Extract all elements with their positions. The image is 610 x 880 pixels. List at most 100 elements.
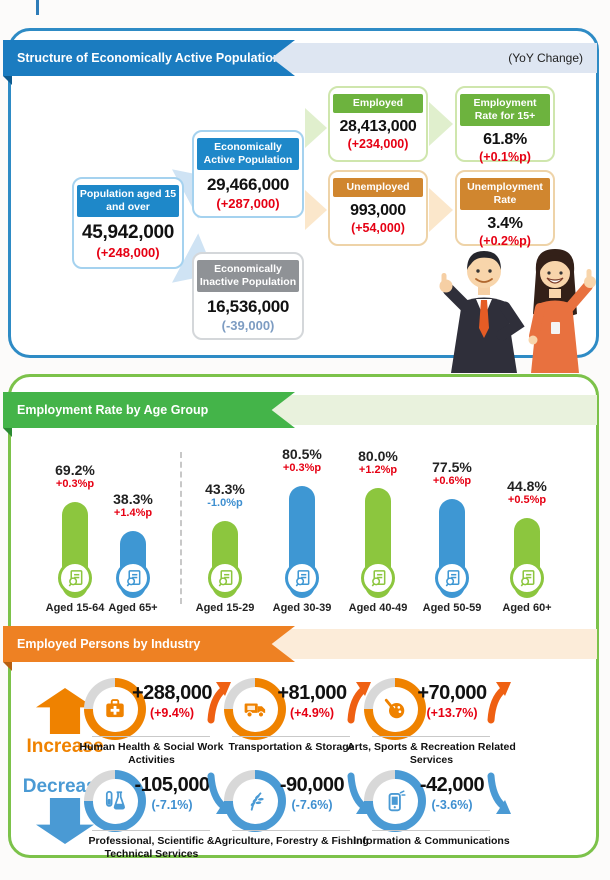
industry-separator bbox=[372, 830, 490, 831]
box-change: (+0.1%p) bbox=[479, 150, 531, 165]
bar-value: 77.5% bbox=[432, 459, 472, 475]
age-header-band bbox=[248, 395, 597, 425]
industry-ring bbox=[84, 678, 146, 740]
industry-ring bbox=[224, 678, 286, 740]
age-title-ribbon: Employment Rate by Age Group bbox=[3, 392, 295, 428]
bar-label: Aged 30-39 bbox=[272, 602, 332, 614]
yoy-change-note: (YoY Change) bbox=[508, 51, 583, 65]
box-unemployment-rate: Unemployment Rate 3.4% (+0.2%p) bbox=[455, 170, 555, 249]
structure-title: Structure of Economically Active Populat… bbox=[17, 51, 281, 65]
art-palette-icon bbox=[372, 686, 418, 732]
industry-pct: (-7.6%) bbox=[291, 798, 333, 812]
box-change: (-39,000) bbox=[221, 318, 275, 334]
wheat-icon bbox=[232, 778, 278, 824]
box-value: 3.4% bbox=[487, 215, 523, 233]
bar-value: 43.3% bbox=[205, 481, 245, 497]
industry-stat: -105,000 (-7.1%) bbox=[124, 774, 220, 812]
box-change: (+54,000) bbox=[351, 221, 405, 236]
box-title: Economically Inactive Population bbox=[197, 260, 299, 293]
box-title: Population aged 15 and over bbox=[77, 185, 179, 218]
box-value: 61.8% bbox=[483, 131, 527, 149]
businesspeople-illustration bbox=[439, 249, 596, 373]
industry-pct: (-3.6%) bbox=[431, 798, 473, 812]
industry-value: -90,000 bbox=[279, 774, 345, 796]
industry-value: -42,000 bbox=[419, 774, 485, 796]
structure-ribbon-fold bbox=[3, 76, 12, 85]
bar-change: +0.6%p bbox=[432, 475, 472, 487]
first-aid-kit-icon bbox=[92, 686, 138, 732]
report-magnifier-icon bbox=[116, 561, 150, 595]
trend-up-arrow-icon bbox=[487, 682, 511, 724]
industry-value: -105,000 bbox=[134, 774, 210, 796]
increase-label: Increase bbox=[26, 736, 104, 757]
box-title: Unemployment Rate bbox=[460, 178, 550, 211]
bar-label: Aged 65+ bbox=[108, 602, 158, 614]
box-employed: Employed 28,413,000 (+234,000) bbox=[328, 86, 428, 162]
report-magnifier-icon bbox=[510, 561, 544, 595]
box-economically-inactive: Economically Inactive Population 16,536,… bbox=[192, 252, 304, 340]
bar-change: +0.3%p bbox=[282, 462, 322, 474]
report-magnifier-icon bbox=[208, 561, 242, 595]
box-change: (+287,000) bbox=[216, 196, 280, 212]
bar-change: +1.4%p bbox=[113, 507, 153, 519]
box-change: (+0.2%p) bbox=[479, 234, 531, 249]
industry-stat: +81,000 (+4.9%) bbox=[264, 682, 360, 720]
box-value: 993,000 bbox=[350, 202, 406, 220]
bar-value: 69.2% bbox=[55, 462, 95, 478]
structure-title-ribbon: Structure of Economically Active Populat… bbox=[3, 40, 295, 76]
box-employment-rate: Employment Rate for 15+ 61.8% (+0.1%p) bbox=[455, 86, 555, 165]
industry-separator bbox=[232, 736, 350, 737]
box-value: 28,413,000 bbox=[339, 118, 417, 136]
truck-icon bbox=[232, 686, 278, 732]
box-value: 16,536,000 bbox=[206, 297, 290, 317]
industry-separator bbox=[232, 830, 350, 831]
industry-value: +81,000 bbox=[277, 682, 347, 704]
industry-pct: (+13.7%) bbox=[426, 706, 478, 720]
box-value: 45,942,000 bbox=[81, 222, 175, 244]
box-title: Economically Active Population bbox=[197, 138, 299, 171]
industry-stat: -42,000 (-3.6%) bbox=[404, 774, 500, 812]
man-thumbs-up bbox=[439, 251, 525, 373]
industry-stat: +288,000 (+9.4%) bbox=[124, 682, 220, 720]
box-title: Employment Rate for 15+ bbox=[460, 94, 550, 127]
industry-pct: (-7.1%) bbox=[151, 798, 193, 812]
industry-ring bbox=[224, 770, 286, 832]
mobile-phone-icon bbox=[372, 778, 418, 824]
bar-change: +0.3%p bbox=[55, 478, 95, 490]
lab-flask-icon bbox=[92, 778, 138, 824]
industry-header-band bbox=[248, 629, 597, 659]
bar-change: -1.0%p bbox=[207, 497, 243, 509]
industry-pct: (+9.4%) bbox=[149, 706, 195, 720]
industry-separator bbox=[92, 830, 210, 831]
bar-label: Aged 50-59 bbox=[422, 602, 482, 614]
age-title: Employment Rate by Age Group bbox=[17, 403, 209, 417]
industry-name: Transportation & Storage bbox=[228, 741, 355, 753]
age-ribbon-fold bbox=[3, 428, 12, 437]
industry-name: Information & Communications bbox=[353, 835, 510, 847]
report-magnifier-icon bbox=[435, 561, 469, 595]
trend-up-arrow-icon bbox=[347, 682, 371, 724]
trend-down-arrow-icon bbox=[487, 772, 511, 814]
bar-change: +0.5%p bbox=[507, 494, 547, 506]
bar-label: Aged 40-49 bbox=[348, 602, 408, 614]
bar-value: 80.0% bbox=[358, 448, 398, 464]
industry-separator bbox=[92, 736, 210, 737]
box-title: Employed bbox=[333, 94, 423, 114]
box-population-15-and-over: Population aged 15 and over 45,942,000 (… bbox=[72, 177, 184, 269]
industry-name: Human Health & Social Work Activities bbox=[79, 741, 224, 767]
industry-name: Arts, Sports & Recreation Related Servic… bbox=[347, 741, 516, 767]
report-magnifier-icon bbox=[285, 561, 319, 595]
box-title: Unemployed bbox=[333, 178, 423, 198]
bar-change: +1.2%p bbox=[358, 464, 398, 476]
industry-name: Agriculture, Forestry & Fishing bbox=[214, 835, 369, 847]
industry-ring bbox=[84, 770, 146, 832]
box-economically-active: Economically Active Population 29,466,00… bbox=[192, 130, 304, 218]
industry-stat: -90,000 (-7.6%) bbox=[264, 774, 360, 812]
bar-value: 80.5% bbox=[282, 446, 322, 462]
industry-pct: (+4.9%) bbox=[289, 706, 335, 720]
box-value: 29,466,000 bbox=[206, 175, 290, 195]
industry-ring bbox=[364, 770, 426, 832]
age-group-divider bbox=[180, 452, 182, 604]
box-change: (+248,000) bbox=[96, 245, 160, 261]
